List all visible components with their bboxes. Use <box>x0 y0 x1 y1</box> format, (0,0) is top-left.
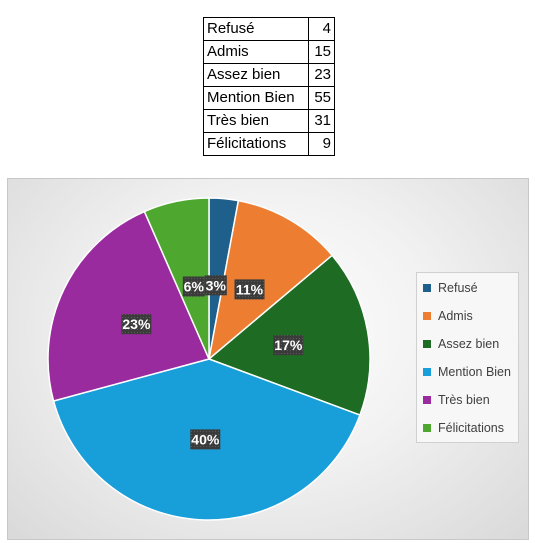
table-cell-value: 4 <box>308 17 335 41</box>
pie-chart: 3% 11% 17% 40% 23% 6% <box>47 197 371 521</box>
table-row: Mention Bien 55 <box>203 86 335 110</box>
table-cell-category: Admis <box>203 40 309 64</box>
pie-slices <box>47 197 371 521</box>
data-label: 6% <box>182 276 205 297</box>
data-label-text: 17% <box>274 337 303 353</box>
table-cell-category: Félicitations <box>203 132 309 156</box>
table-cell-value: 9 <box>308 132 335 156</box>
legend-item: Très bien <box>423 392 490 408</box>
legend-swatch <box>423 424 431 432</box>
table-row: Refusé 4 <box>203 17 335 41</box>
table-cell-category: Très bien <box>203 109 309 133</box>
legend-item: Admis <box>423 308 473 324</box>
pie-slice <box>47 210 211 402</box>
pie-data-labels: 3% 11% 17% 40% 23% 6% <box>121 275 304 450</box>
legend-swatch <box>423 368 431 376</box>
table-cell-value: 23 <box>308 63 335 87</box>
table-row: Félicitations 9 <box>203 132 335 156</box>
data-label-text: 40% <box>191 431 220 447</box>
legend-swatch <box>423 396 431 404</box>
data-table-body: Refusé 4 Admis 15 Assez bien 23 Mention Bien 55… <box>203 17 335 156</box>
legend-label: Félicitations <box>438 421 504 435</box>
data-label-background <box>121 314 152 335</box>
legend-item: Assez bien <box>423 336 499 352</box>
legend-swatch <box>423 340 431 348</box>
table-row: Très bien 31 <box>203 109 335 133</box>
legend-label: Très bien <box>438 393 490 407</box>
table-row: Assez bien 23 <box>203 63 335 87</box>
data-label: 40% <box>190 429 221 450</box>
table-row: Admis 15 <box>203 40 335 64</box>
legend-label: Admis <box>438 309 473 323</box>
legend-label: Mention Bien <box>438 365 511 379</box>
data-label-text: 23% <box>122 316 151 332</box>
legend-item: Félicitations <box>423 420 504 436</box>
legend-swatch <box>423 312 431 320</box>
data-label: 3% <box>204 275 227 296</box>
data-table: Refusé 4 Admis 15 Assez bien 23 Mention Bien 55… <box>203 17 335 156</box>
table-cell-value: 55 <box>308 86 335 110</box>
legend-swatch <box>423 284 431 292</box>
data-label-text: 6% <box>184 279 205 295</box>
data-label-background <box>190 429 221 450</box>
legend-label: Refusé <box>438 281 478 295</box>
table-cell-category: Assez bien <box>203 63 309 87</box>
pie-slice <box>143 197 210 360</box>
legend-item: Refusé <box>423 280 478 296</box>
data-label: 17% <box>273 335 304 356</box>
legend-label: Assez bien <box>438 337 500 351</box>
table-cell-category: Mention Bien <box>203 86 309 110</box>
pie-slice <box>207 199 334 361</box>
chart-legend: Refusé Admis Assez bien Mention Bien Très bi… <box>416 272 519 443</box>
data-label-text: 3% <box>206 277 227 293</box>
pie-chart-area: 3% 11% 17% 40% 23% 6% Refusé Admis Assez bien Me… <box>7 178 529 540</box>
data-label: 23% <box>121 314 152 335</box>
data-label: 11% <box>234 279 265 300</box>
data-label-text: 11% <box>236 281 264 297</box>
legend-item: Mention Bien <box>423 364 511 380</box>
table-cell-value: 31 <box>308 109 335 133</box>
table-cell-value: 15 <box>308 40 335 64</box>
data-label-background <box>182 276 205 297</box>
data-label-background <box>273 335 304 356</box>
table-cell-category: Refusé <box>203 17 309 41</box>
data-label-background <box>204 275 227 296</box>
data-label-background <box>234 279 265 300</box>
pie-slice <box>207 254 371 416</box>
